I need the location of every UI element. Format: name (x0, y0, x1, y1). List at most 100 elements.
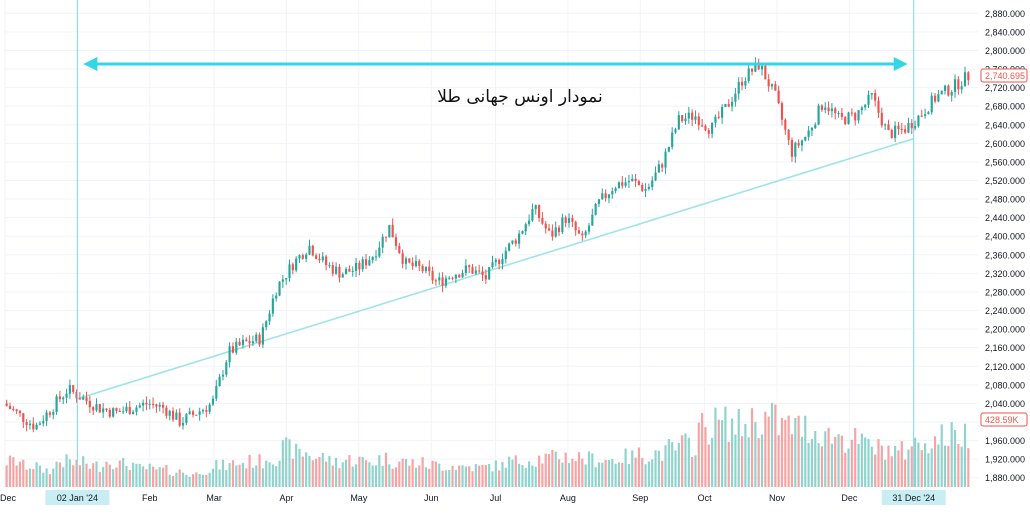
y-tick-label: 2,800.000 (985, 46, 1025, 56)
candle-body (880, 112, 883, 126)
candle-body (957, 79, 960, 90)
volume-bar (764, 411, 767, 487)
candle-body (132, 411, 135, 415)
candle-body (454, 274, 457, 279)
candle-body (261, 327, 264, 345)
y-tick-label: 2,040.000 (985, 399, 1025, 409)
candle-body (42, 421, 45, 424)
candle-body (917, 115, 920, 126)
volume-bar (165, 464, 168, 487)
volume-bar (341, 462, 344, 487)
x-tick-label: 02 Jan '24 (57, 493, 98, 503)
candle-body (537, 205, 541, 219)
candle-body (671, 132, 674, 147)
candle-body (697, 116, 700, 126)
volume-bar (261, 468, 264, 487)
candle-body (238, 341, 241, 346)
candle-body (464, 265, 467, 274)
candle-body (950, 91, 953, 96)
volume-bar (770, 402, 774, 487)
candle-body (591, 214, 594, 226)
candle-body (744, 80, 747, 86)
volume-bar (787, 415, 790, 487)
volume-bar (215, 460, 218, 487)
candle-body (651, 180, 654, 188)
candle-body (168, 410, 171, 416)
volume-bar (914, 437, 917, 487)
candle-body (418, 261, 421, 266)
volume-bar (358, 456, 361, 487)
candle-body (245, 339, 248, 342)
candle-body (218, 376, 221, 387)
volume-bar (544, 453, 547, 487)
candle-body (557, 227, 561, 233)
volume-bar (644, 464, 647, 487)
candle-body (820, 105, 824, 110)
volume-bar (534, 466, 537, 487)
candle-body (191, 411, 195, 415)
volume-bar (827, 427, 830, 487)
volume-bar (577, 452, 581, 487)
candle-body (933, 95, 937, 102)
candle-body (461, 273, 464, 278)
volume-bar (441, 470, 444, 487)
volume-bar (28, 468, 32, 487)
volume-bar (424, 467, 428, 487)
candle-body (804, 136, 807, 141)
candle-body (850, 112, 853, 114)
candle-body (138, 405, 141, 408)
volume-bar (142, 466, 145, 487)
candle-body (910, 122, 913, 129)
volume-bars (5, 402, 970, 487)
candle-body (478, 270, 481, 272)
candle-body (900, 128, 903, 130)
volume-bar (661, 460, 664, 487)
volume-bar (834, 436, 837, 487)
candle-body (614, 188, 617, 192)
candle-body (328, 265, 331, 267)
candle-body (358, 262, 361, 270)
volume-bar (428, 468, 431, 487)
candle-body (225, 362, 228, 375)
candle-body (288, 264, 291, 279)
candle-body (198, 411, 201, 415)
volume-bar (684, 433, 687, 487)
candle-body (764, 65, 767, 80)
candle-body (737, 81, 740, 94)
candle-body (388, 224, 391, 238)
candle-body (125, 406, 128, 412)
volume-bar (721, 420, 724, 487)
candle-body (677, 115, 680, 130)
candle-body (384, 236, 388, 238)
volume-bar (960, 446, 963, 487)
volume-bar (508, 456, 511, 487)
volume-bar (108, 464, 111, 487)
candle-body (587, 225, 591, 232)
candle-body (228, 346, 231, 363)
volume-bar (581, 458, 584, 487)
candle-body (824, 107, 827, 110)
candle-body (488, 266, 491, 280)
volume-bar (717, 419, 720, 487)
candle-body (431, 271, 434, 281)
candle-body (541, 218, 544, 224)
volume-bar (471, 471, 474, 487)
candle-body (411, 262, 414, 267)
volume-bar (255, 465, 258, 487)
x-tick-label: Dec (0, 493, 16, 503)
candle-body (251, 341, 254, 344)
candle-body (963, 72, 967, 87)
candle-body (275, 295, 278, 299)
volume-bar (434, 461, 438, 487)
candle-body (727, 104, 730, 107)
volume-bar (275, 466, 278, 487)
volume-bar (920, 450, 923, 487)
x-tick-label: Sep (632, 493, 648, 503)
candle-body (687, 112, 690, 119)
candle-body (937, 94, 940, 102)
support-trendline (77, 137, 914, 400)
candle-body (504, 250, 507, 260)
volume-bar (115, 467, 118, 487)
